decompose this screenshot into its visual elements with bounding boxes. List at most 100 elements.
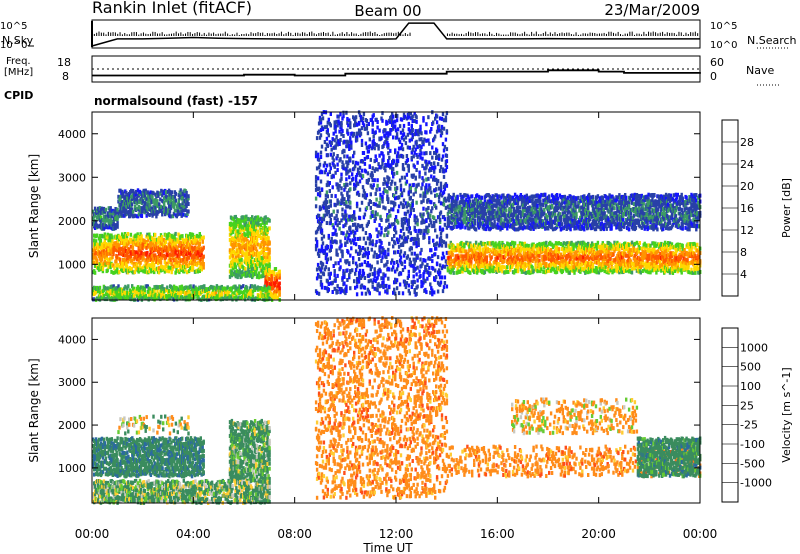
power-cell: [119, 197, 122, 202]
power-cell: [383, 263, 386, 268]
power-cell: [264, 246, 267, 251]
power-cell: [423, 270, 426, 275]
power-cell: [168, 247, 171, 252]
power-cell: [494, 241, 497, 246]
power-cell: [347, 250, 350, 255]
power-cell: [268, 296, 271, 301]
power-cell: [387, 161, 390, 166]
power-cell: [317, 274, 321, 279]
power-cell: [485, 260, 488, 265]
power-cell: [408, 213, 411, 218]
power-cell: [496, 255, 499, 260]
power-cell: [241, 232, 244, 237]
power-cell: [143, 291, 146, 296]
power-cell: [345, 168, 348, 172]
power-cell: [344, 209, 347, 214]
power-cell: [524, 270, 527, 275]
power-cell: [126, 255, 130, 259]
power-cell: [431, 254, 434, 259]
power-cell: [345, 284, 348, 289]
power-cell: [371, 173, 374, 178]
power-cell: [379, 196, 382, 201]
power-cell: [104, 245, 107, 250]
power-cell: [457, 262, 460, 267]
power-cell: [247, 229, 250, 234]
power-cell: [363, 161, 367, 166]
power-cell: [381, 151, 384, 156]
power-cell: [417, 132, 420, 137]
power-cell: [416, 154, 419, 159]
power-cell: [412, 265, 415, 270]
power-cell: [418, 228, 421, 233]
power-cell: [326, 180, 329, 185]
power-cell: [339, 239, 342, 244]
power-cell: [348, 175, 351, 180]
power-cell: [397, 146, 401, 151]
power-cell: [333, 269, 336, 274]
power-cell: [173, 194, 177, 199]
power-cell: [336, 182, 339, 187]
power-cell: [495, 261, 498, 266]
power-cell: [427, 229, 430, 233]
power-cell: [415, 183, 418, 188]
power-cell: [373, 274, 376, 279]
power-cell: [438, 270, 442, 275]
power-cell: [364, 141, 368, 146]
power-cell: [98, 285, 102, 290]
power-cell: [107, 214, 110, 219]
power-cell: [437, 156, 441, 161]
power-cell: [187, 263, 191, 268]
power-cell: [361, 116, 365, 121]
power-cell: [136, 250, 139, 255]
power-cell: [407, 111, 410, 116]
power-cell: [346, 154, 349, 159]
power-cell: [185, 285, 188, 290]
power-cell: [424, 228, 427, 233]
power-cell: [246, 258, 249, 263]
power-cell: [443, 144, 447, 149]
power-cell: [172, 211, 176, 216]
power-cell: [165, 246, 168, 251]
power-cell: [355, 204, 359, 209]
power-cell: [354, 164, 357, 169]
power-cell: [114, 247, 117, 252]
power-cell: [381, 161, 384, 166]
power-cell: [109, 288, 112, 293]
power-cell: [340, 230, 343, 235]
power-cell: [391, 117, 394, 122]
power-cell: [319, 120, 323, 125]
power-cell: [355, 201, 359, 206]
power-cell: [100, 257, 104, 262]
power-cell: [463, 262, 466, 267]
power-cell: [131, 252, 135, 257]
power-cell: [129, 232, 133, 237]
power-cell: [250, 240, 253, 245]
power-cell: [345, 220, 348, 225]
power-cell: [329, 152, 332, 157]
power-cell: [438, 220, 442, 224]
power-cell: [414, 229, 417, 233]
power-cell: [130, 267, 134, 271]
power-cell: [329, 217, 332, 222]
power-cell: [444, 205, 448, 210]
power-cell: [498, 240, 501, 245]
power-cell: [411, 201, 414, 206]
power-cell: [317, 186, 321, 191]
power-cell: [173, 208, 177, 213]
power-cell: [411, 282, 414, 287]
power-cell: [449, 254, 452, 259]
power-cell: [253, 232, 257, 237]
power-cell: [337, 114, 340, 119]
power-cell: [345, 213, 348, 218]
power-cell: [175, 286, 179, 291]
power-cell: [264, 258, 267, 263]
power-cell: [349, 168, 352, 173]
power-cell: [242, 251, 245, 256]
power-cell: [228, 225, 232, 230]
power-cell: [402, 123, 406, 128]
power-cell: [149, 235, 152, 240]
power-cell: [405, 218, 409, 223]
power-cell: [365, 193, 369, 198]
power-cell: [403, 259, 407, 264]
power-cell: [513, 241, 517, 246]
